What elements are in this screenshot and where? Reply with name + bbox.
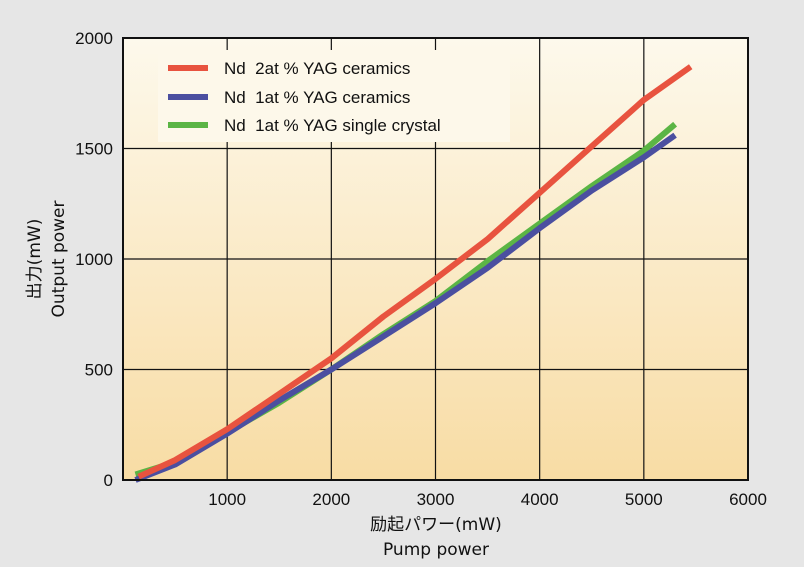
legend-label-2: Nd 1at % YAG single crystal <box>224 116 441 135</box>
y-tick-label: 2000 <box>75 29 113 48</box>
x-tick-label: 3000 <box>417 490 455 509</box>
plot-frame <box>122 37 749 481</box>
x-axis-label: 励起パワー(mW) <box>370 515 502 535</box>
y-tick-label: 1000 <box>75 250 113 269</box>
y-axis-label-en: Output power <box>49 200 69 317</box>
legend-box <box>158 50 510 142</box>
x-axis-label-en: Pump power <box>383 540 489 560</box>
x-tick-label: 4000 <box>521 490 559 509</box>
series-line-1 <box>134 132 677 483</box>
series-layer <box>134 64 693 483</box>
x-tick-label: 2000 <box>312 490 350 509</box>
y-axis-label: 出力(mW) <box>25 219 45 300</box>
legend-label-0: Nd 2at % YAG ceramics <box>224 59 410 78</box>
x-tick-label: 6000 <box>729 490 767 509</box>
y-tick-label: 500 <box>85 361 113 380</box>
y-tick-label: 0 <box>104 471 113 490</box>
x-tick-label: 5000 <box>625 490 663 509</box>
x-tick-label: 1000 <box>208 490 246 509</box>
y-tick-label: 1500 <box>75 140 113 159</box>
legend-label-1: Nd 1at % YAG ceramics <box>224 88 410 107</box>
series-line-0 <box>137 64 693 480</box>
tick-labels: 1000 2000 3000 4000 5000 6000 0 500 1000 1500 2000 <box>75 29 767 509</box>
legend: Nd 2at % YAG ceramics Nd 1at % YAG ceram… <box>158 50 510 142</box>
